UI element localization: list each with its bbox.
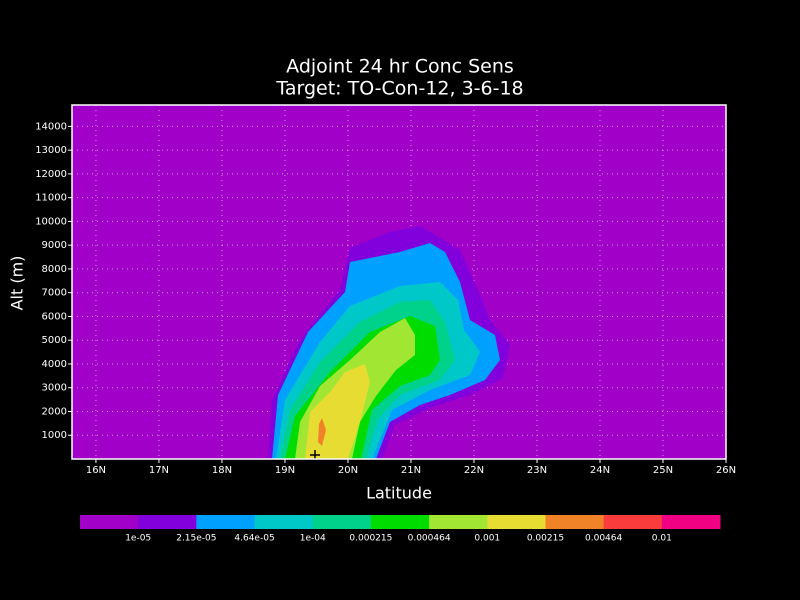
x-tick-label: 17N [149, 465, 169, 476]
colorbar-label: 1e-04 [300, 534, 326, 544]
x-tick-label: 19N [275, 465, 295, 476]
colorbar-box [603, 515, 663, 529]
x-tick-label: 20N [338, 465, 358, 476]
colorbar-box [196, 515, 256, 529]
colorbar: 1e-05 2.15e-05 4.64e-05 1e-04 0.000215 0.0004… [80, 515, 721, 544]
x-tick-label: 22N [464, 465, 484, 476]
x-tick-label: 25N [653, 465, 673, 476]
x-tick-label: 23N [527, 465, 547, 476]
colorbar-box [312, 515, 372, 529]
chart-title: Adjoint 24 hr Conc Sens [286, 56, 514, 78]
colorbar-box [545, 515, 605, 529]
y-tick-label: 6000 [42, 311, 67, 322]
colorbar-box [370, 515, 430, 529]
y-tick-label: 7000 [42, 288, 67, 299]
colorbar-label: 0.00215 [527, 534, 564, 544]
chart-subtitle: Target: TO-Con-12, 3-6-18 [275, 78, 523, 100]
y-tick-label: 3000 [42, 383, 67, 394]
x-tick-label: 18N [212, 465, 232, 476]
colorbar-box [80, 515, 139, 529]
y-tick-label: 2000 [42, 406, 67, 417]
colorbar-label: 0.000464 [408, 534, 451, 544]
colorbar-box [254, 515, 314, 529]
y-tick-label: 14000 [35, 121, 67, 132]
colorbar-label: 0.001 [474, 534, 500, 544]
grid [72, 105, 727, 459]
colorbar-label: 1e-05 [125, 534, 151, 544]
x-axis-label: Latitude [366, 484, 432, 503]
x-tick-label: 16N [86, 465, 106, 476]
colorbar-label: 0.00464 [585, 534, 622, 544]
colorbar-box [661, 515, 721, 529]
colorbar-box [487, 515, 546, 529]
y-tick-label: 11000 [35, 193, 67, 204]
x-tick-label: 26N [716, 465, 736, 476]
y-tick-label: 4000 [42, 359, 67, 370]
colorbar-label: 2.15e-05 [176, 534, 216, 544]
colorbar-label: 0.01 [652, 534, 672, 544]
colorbar-box [138, 515, 197, 529]
colorbar-box [429, 515, 488, 529]
colorbar-label: 4.64e-05 [234, 534, 274, 544]
y-tick-label: 9000 [42, 240, 67, 251]
y-tick-label: 8000 [42, 264, 67, 275]
y-tick-label: 10000 [35, 216, 67, 227]
y-tick-label: 5000 [42, 335, 67, 346]
y-tick-label: 13000 [35, 145, 67, 156]
x-tick-label: 24N [590, 465, 610, 476]
colorbar-label: 0.000215 [349, 534, 392, 544]
x-tick-label: 21N [401, 465, 421, 476]
y-tick-label: 1000 [42, 430, 67, 441]
contours [268, 226, 510, 459]
plot-frame [71, 104, 727, 460]
contour-fill [318, 418, 326, 446]
y-tick-label: 12000 [35, 169, 67, 180]
y-axis-label: Alt (m) [8, 256, 27, 311]
